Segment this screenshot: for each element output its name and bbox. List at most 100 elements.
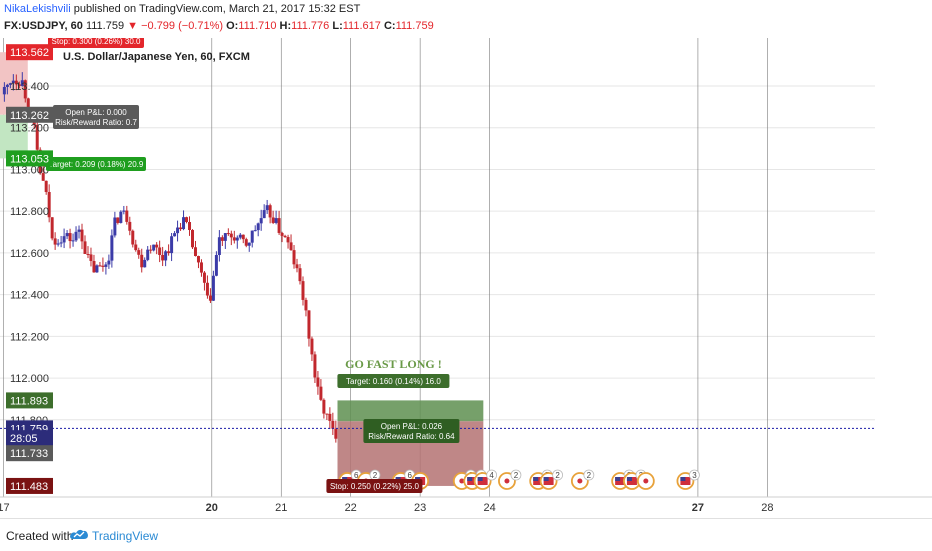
candle-body <box>334 428 338 439</box>
price-flag-text: 111.483 <box>10 481 48 493</box>
price-axis[interactable]: 113.400 113.200 113.000 112.800 112.600 112.4… <box>10 81 49 427</box>
price-change: −0.799 (−0.71%) <box>141 20 224 32</box>
event-badge <box>552 469 564 481</box>
price-tick-label: 112.400 <box>10 290 49 302</box>
label-text: Open P&L: 0.000 <box>65 108 127 117</box>
price-flag-bg <box>6 392 53 409</box>
event-badge-count: 2 <box>514 471 519 480</box>
candle-body <box>17 84 21 86</box>
candle-body <box>253 230 257 232</box>
candle-body <box>146 249 150 260</box>
event-flag-icon[interactable]: 4 <box>473 469 498 490</box>
trade-note: GO FAST LONG ! <box>345 357 442 371</box>
candle-body <box>274 218 278 223</box>
created-with-text: Created with <box>6 529 74 543</box>
time-axis[interactable]: 17 20 21 22 23 24 27 28 <box>0 502 773 514</box>
author-link[interactable]: NikaLekishvili <box>4 3 71 15</box>
open-label: O: <box>226 20 239 32</box>
flag-disc <box>504 478 510 484</box>
candle-body <box>173 233 177 237</box>
candle-body <box>331 420 335 429</box>
candle-body <box>8 83 12 85</box>
candle-body <box>125 210 129 222</box>
candle-body <box>304 299 308 311</box>
price-flag-text: 113.262 <box>10 110 49 122</box>
candle-body <box>259 218 263 224</box>
candle-body <box>199 262 203 273</box>
label-text: Stop: 0.250 (0.22%) 25.0 <box>330 482 420 491</box>
candle-body <box>41 173 45 181</box>
label-box <box>48 38 144 48</box>
candle-body <box>158 247 162 255</box>
time-tick-label: 17 <box>0 502 10 514</box>
flag-canton <box>640 477 646 481</box>
candle-body <box>244 239 248 246</box>
candle-body <box>80 229 84 242</box>
candle-body <box>20 80 24 86</box>
candle-body <box>298 268 302 282</box>
low-value: 111.617 <box>342 20 381 32</box>
price-flag: 113.562 <box>6 44 53 61</box>
candle-body <box>35 124 39 150</box>
event-flag-icon[interactable] <box>636 472 655 490</box>
candle-body <box>143 259 147 268</box>
stop-label: Stop: 0.250 (0.22%) 25.0 <box>326 479 423 493</box>
last-price: 111.759 <box>85 20 125 32</box>
flag-disc <box>577 478 583 484</box>
flag-disc <box>643 478 649 484</box>
candle-body <box>325 413 329 415</box>
flag-canton <box>456 477 462 481</box>
price-flag-bg <box>6 44 53 61</box>
candle-body <box>238 234 242 238</box>
publish-line: NikaLekishvili published on TradingView.… <box>4 3 360 15</box>
flag-canton <box>543 477 549 481</box>
candle-body <box>119 211 123 223</box>
candle-body <box>217 237 221 255</box>
event-badge-count: 2 <box>373 471 378 480</box>
event-flag-icon[interactable]: 2 <box>539 469 564 490</box>
price-flag: 113.262 <box>6 106 53 123</box>
candle-body <box>247 242 251 246</box>
event-flag-icon[interactable]: 3 <box>676 469 700 490</box>
candle-body <box>316 377 320 387</box>
candle-body <box>155 244 159 248</box>
price-flag: 28:05 <box>6 430 53 447</box>
old-target-label: Target: 0.209 (0.18%) 20.9 <box>46 157 146 171</box>
candle-body <box>77 229 81 232</box>
candle-body <box>161 254 165 261</box>
candle-body <box>167 251 171 254</box>
candle-body <box>295 264 299 269</box>
candle-body <box>283 235 287 238</box>
label-box <box>363 419 460 443</box>
event-flag-icon[interactable]: 2 <box>498 469 522 490</box>
candle-body <box>179 227 183 230</box>
candle-body <box>176 227 180 234</box>
candle-body <box>5 84 9 87</box>
event-badge-count: 3 <box>692 471 697 480</box>
candle-body <box>268 205 272 218</box>
label-text: Open P&L: 0.026 <box>381 422 443 431</box>
event-flag-icon[interactable]: 2 <box>570 469 595 490</box>
price-flag-text: 113.562 <box>10 47 49 59</box>
candle-body <box>196 256 200 263</box>
candle-body <box>292 250 296 265</box>
time-tick-label: 21 <box>275 502 287 514</box>
candle-body <box>98 265 102 267</box>
candle-body <box>182 217 186 230</box>
candle-body <box>68 233 72 242</box>
price-flag-text: 28:05 <box>10 433 38 445</box>
target-label: Target: 0.160 (0.14%) 16.0 <box>337 374 450 388</box>
candle-body <box>220 237 224 241</box>
flag-canton <box>615 477 621 481</box>
candlestick-series <box>2 72 338 443</box>
candle-body <box>328 413 332 421</box>
tradingview-brand[interactable]: TradingView <box>92 529 159 543</box>
price-tick-label: 112.200 <box>10 331 49 343</box>
label-text: Risk/Reward Ratio: 0.7 <box>55 118 137 127</box>
candle-body <box>262 210 266 219</box>
time-tick-label: 27 <box>692 502 704 514</box>
candle-body <box>185 217 189 223</box>
label-text: Stop: 0.300 (0.26%) 30.0 <box>52 38 142 46</box>
candle-body <box>44 180 48 192</box>
